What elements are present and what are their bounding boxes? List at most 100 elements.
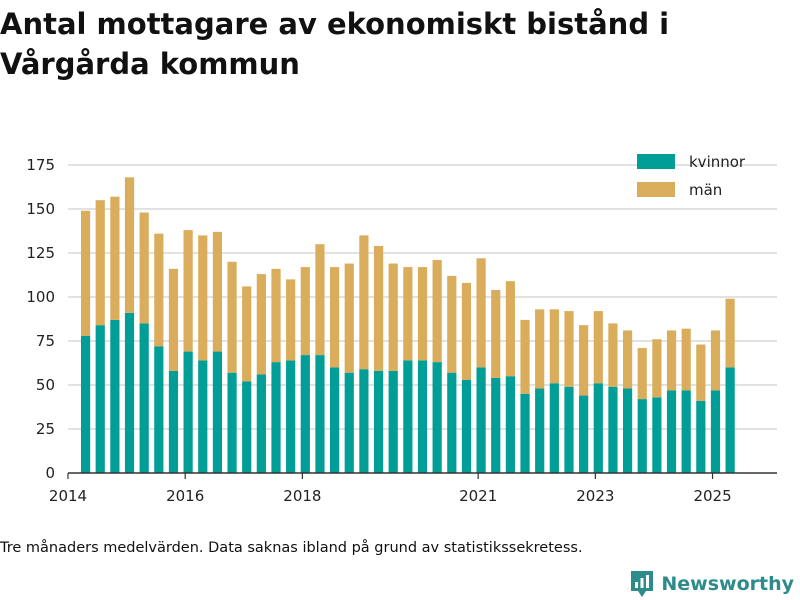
bar-kvinnor bbox=[256, 374, 266, 473]
bar-man bbox=[447, 275, 457, 373]
legend-swatch-man bbox=[637, 182, 675, 197]
bar-kvinnor bbox=[168, 370, 179, 473]
bar-kvinnor bbox=[373, 370, 384, 473]
bar-kvinnor bbox=[476, 367, 486, 473]
bar-kvinnor bbox=[461, 379, 472, 473]
bar-kvinnor bbox=[491, 377, 501, 473]
bar-man bbox=[725, 298, 735, 368]
bar-kvinnor bbox=[242, 381, 252, 473]
bar-man bbox=[432, 260, 442, 363]
x-tick-label: 2014 bbox=[49, 487, 87, 505]
bar-man bbox=[622, 330, 633, 389]
bar-kvinnor bbox=[608, 386, 618, 473]
bar-man bbox=[652, 339, 662, 398]
bar-kvinnor bbox=[432, 362, 442, 473]
bar-man bbox=[242, 286, 252, 382]
y-tick-label: 75 bbox=[36, 332, 55, 350]
legend-swatch-kvinnor bbox=[637, 154, 675, 169]
bar-kvinnor bbox=[344, 372, 354, 473]
bar-kvinnor bbox=[579, 395, 589, 473]
bar-kvinnor bbox=[564, 386, 574, 473]
bar-man bbox=[183, 230, 193, 352]
bar-kvinnor bbox=[139, 323, 149, 473]
bar-man bbox=[227, 261, 237, 373]
bar-man bbox=[344, 263, 354, 373]
bar-kvinnor bbox=[330, 367, 340, 473]
bar-man bbox=[271, 268, 281, 363]
bar-man bbox=[520, 319, 530, 394]
y-tick-label: 175 bbox=[26, 156, 55, 174]
bar-man bbox=[681, 328, 691, 391]
bar-man bbox=[710, 330, 721, 391]
bar-man bbox=[286, 279, 296, 361]
bar-man bbox=[212, 231, 223, 352]
bar-kvinnor bbox=[652, 397, 662, 473]
newsworthy-logo-icon bbox=[631, 571, 654, 597]
bar-kvinnor bbox=[110, 319, 120, 473]
bar-kvinnor bbox=[666, 390, 677, 473]
bar-man bbox=[417, 267, 428, 361]
chart: 0 25 50 75 100 125 150 175 2014 2016 2018 2021 2023… bbox=[26, 153, 777, 505]
bar-man bbox=[168, 268, 179, 371]
bar-man bbox=[330, 267, 340, 368]
y-tick-label: 150 bbox=[26, 200, 55, 218]
y-tick-label: 125 bbox=[26, 244, 55, 262]
footnote: Tre månaders medelvärden. Data saknas ib… bbox=[0, 540, 583, 556]
x-tick-label: 2018 bbox=[283, 487, 321, 505]
bar-kvinnor bbox=[447, 372, 457, 473]
bar-kvinnor bbox=[388, 370, 398, 473]
bar-man bbox=[315, 244, 325, 356]
bar-man bbox=[95, 200, 105, 326]
brand-name: Newsworthy bbox=[661, 573, 794, 595]
bar-man bbox=[476, 258, 486, 368]
x-tick-label: 2023 bbox=[576, 487, 614, 505]
bar-kvinnor bbox=[227, 372, 237, 473]
bar-man bbox=[637, 348, 647, 400]
bar-kvinnor bbox=[520, 393, 530, 473]
legend-label-man: män bbox=[689, 181, 722, 199]
bar-man bbox=[461, 282, 472, 380]
y-tick-label: 100 bbox=[26, 288, 55, 306]
x-tick-label: 2016 bbox=[166, 487, 204, 505]
bar-kvinnor bbox=[710, 390, 721, 473]
chart-title: Antal mottagare av ekonomiskt bistånd i … bbox=[0, 7, 670, 81]
legend-label-kvinnor: kvinnor bbox=[689, 153, 746, 171]
bar-man bbox=[549, 309, 559, 384]
bar-kvinnor bbox=[681, 390, 691, 473]
bar-man bbox=[593, 311, 603, 384]
bar-kvinnor bbox=[183, 351, 193, 473]
x-axis: 2014 2016 2018 2021 2023 2025 bbox=[49, 472, 777, 505]
bar-kvinnor bbox=[725, 367, 735, 473]
bar-kvinnor bbox=[300, 355, 310, 473]
bar-man bbox=[110, 196, 120, 320]
bar-kvinnor bbox=[505, 376, 515, 473]
bar-kvinnor bbox=[80, 335, 91, 473]
y-axis: 0 25 50 75 100 125 150 175 bbox=[26, 156, 55, 482]
y-tick-label: 25 bbox=[36, 420, 55, 438]
bar-kvinnor bbox=[403, 360, 413, 473]
bar-man bbox=[491, 289, 501, 378]
bar-man bbox=[608, 323, 618, 387]
bar-kvinnor bbox=[622, 388, 633, 473]
bars bbox=[80, 177, 735, 473]
bar-man bbox=[535, 309, 545, 389]
bar-kvinnor bbox=[535, 388, 545, 473]
y-tick-label: 0 bbox=[45, 464, 55, 482]
bar-man bbox=[256, 274, 266, 375]
bar-kvinnor bbox=[637, 399, 647, 473]
bar-man bbox=[124, 177, 135, 313]
bar-kvinnor bbox=[124, 312, 135, 473]
bar-man bbox=[505, 281, 515, 377]
bar-man bbox=[579, 325, 589, 396]
bar-man bbox=[696, 344, 706, 401]
bar-man bbox=[198, 235, 208, 361]
bar-man bbox=[300, 267, 310, 356]
bar-kvinnor bbox=[198, 360, 208, 473]
brand[interactable]: Newsworthy bbox=[629, 568, 794, 600]
bar-man bbox=[80, 210, 91, 336]
x-tick-label: 2021 bbox=[459, 487, 497, 505]
bar-kvinnor bbox=[549, 383, 559, 473]
bar-man bbox=[139, 212, 149, 324]
bar-man bbox=[564, 311, 574, 387]
bar-man bbox=[403, 267, 413, 361]
